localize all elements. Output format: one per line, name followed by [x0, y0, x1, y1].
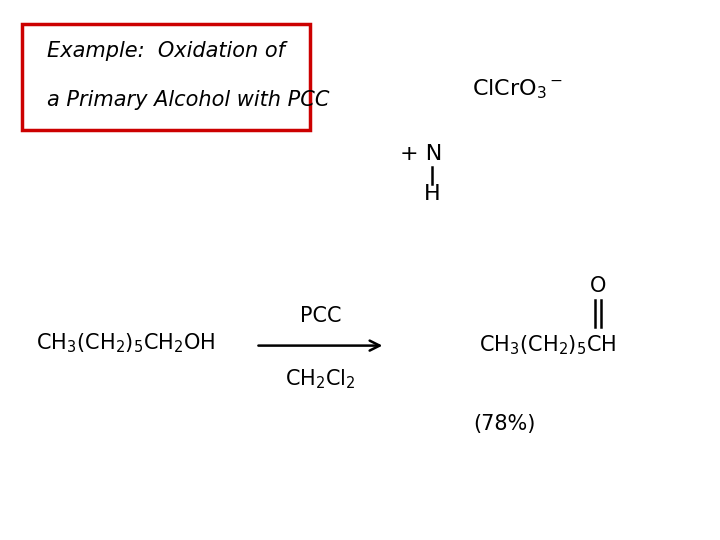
Text: O: O — [590, 276, 606, 296]
Text: CH$_3$(CH$_2$)$_5$CH$_2$OH: CH$_3$(CH$_2$)$_5$CH$_2$OH — [36, 331, 216, 355]
Text: H: H — [423, 184, 441, 205]
Text: + N: + N — [400, 144, 442, 164]
Text: ClCrO$_3$$^-$: ClCrO$_3$$^-$ — [472, 77, 563, 101]
Text: CH$_3$(CH$_2$)$_5$CH: CH$_3$(CH$_2$)$_5$CH — [479, 334, 616, 357]
FancyBboxPatch shape — [22, 24, 310, 130]
Text: CH$_2$Cl$_2$: CH$_2$Cl$_2$ — [285, 367, 356, 391]
Text: a Primary Alcohol with PCC: a Primary Alcohol with PCC — [47, 90, 329, 110]
Text: (78%): (78%) — [473, 414, 535, 434]
Text: Example:  Oxidation of: Example: Oxidation of — [47, 40, 285, 60]
Text: PCC: PCC — [300, 306, 341, 326]
